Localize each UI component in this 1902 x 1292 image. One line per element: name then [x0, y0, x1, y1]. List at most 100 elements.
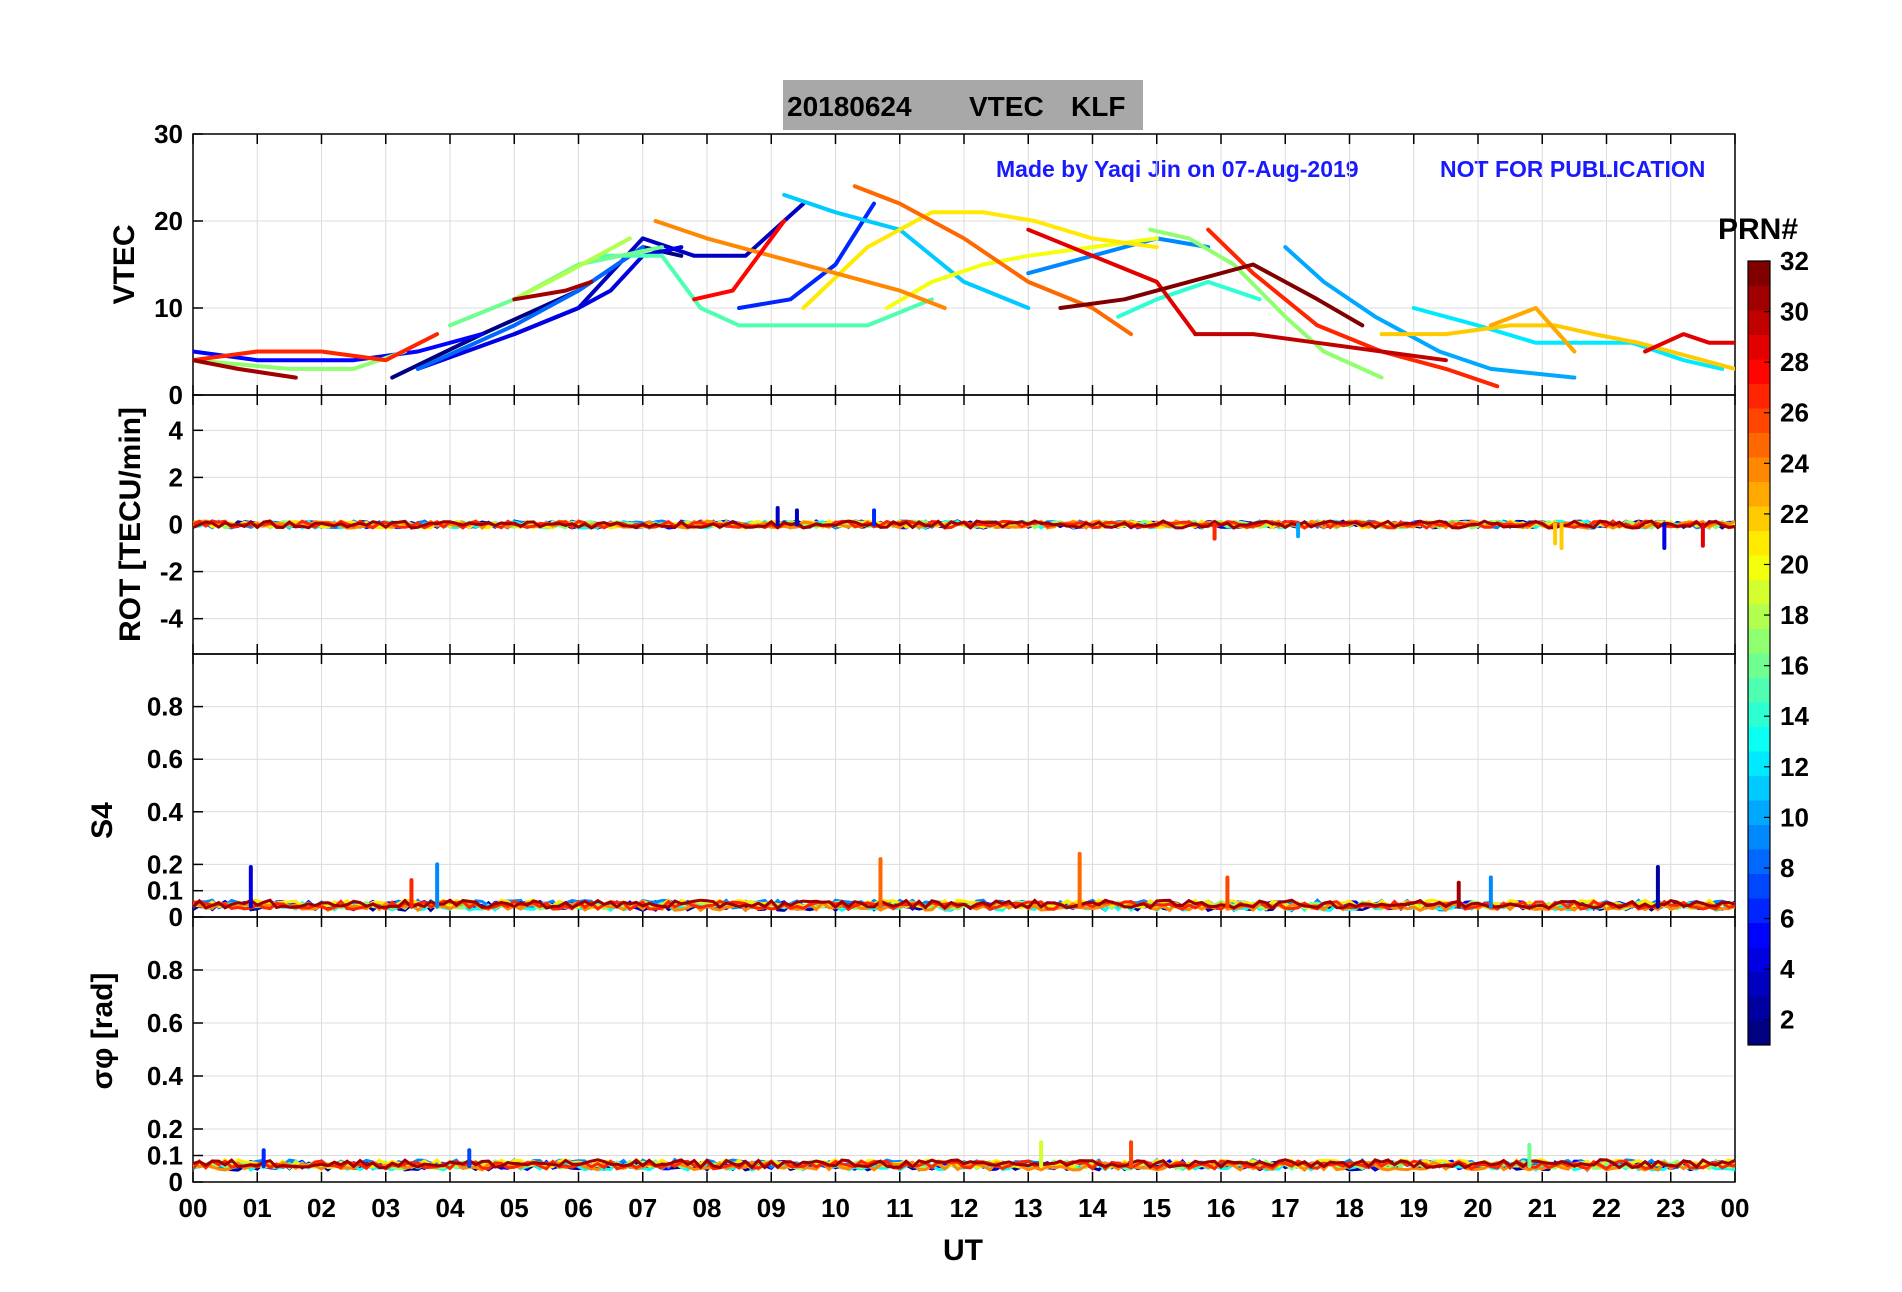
xtick-label: 21	[1528, 1193, 1557, 1223]
vtec-series-prn-12	[1411, 306, 1725, 371]
ytick-label: 0.2	[147, 849, 183, 879]
colorbar-segment	[1748, 922, 1770, 948]
colorbar-segment	[1748, 726, 1770, 752]
colorbar-segment	[1748, 383, 1770, 409]
colorbar-segment	[1748, 359, 1770, 384]
colorbar-segment	[1748, 800, 1770, 825]
xtick-label: 17	[1271, 1193, 1300, 1223]
xtick-label: 09	[757, 1193, 786, 1223]
ytick-label: 0	[169, 380, 183, 410]
colorbar-segment	[1748, 775, 1770, 801]
colorbar-tick-label: 14	[1780, 701, 1809, 731]
vtec-series-prn-8	[415, 245, 645, 371]
xtick-label: 06	[564, 1193, 593, 1223]
title-station: KLF	[1071, 91, 1125, 122]
vtec-series-prn-28	[692, 219, 787, 302]
plot-area-s4	[193, 851, 1735, 913]
ytick-label: 0.6	[147, 1008, 183, 1038]
ytick-label: 0	[169, 1167, 183, 1197]
ytick-label: 0.8	[147, 692, 183, 722]
vtec-series-prn-15	[595, 253, 934, 328]
trace-prn-31	[193, 1158, 1735, 1170]
ytick-label: 0.4	[147, 797, 184, 827]
colorbar-segment	[1748, 432, 1770, 458]
xtick-label: 23	[1656, 1193, 1685, 1223]
plot-area-sigma_phi	[193, 1140, 1735, 1173]
colorbar-tick-label: 32	[1780, 246, 1809, 276]
colorbar-segment	[1748, 751, 1770, 776]
colorbar-tick-label: 26	[1780, 398, 1809, 428]
ytick-label: -2	[160, 557, 183, 587]
ytick-label: 4	[169, 415, 184, 445]
vtec-series-prn-31	[193, 358, 298, 380]
colorbar-segment	[1748, 310, 1770, 335]
ytick-label: 10	[154, 293, 183, 323]
xtick-label: 11	[886, 1193, 914, 1223]
yaxis-label-vtec: VTEC	[108, 224, 141, 304]
colorbar-segment	[1748, 653, 1770, 678]
colorbar-segment	[1748, 506, 1770, 531]
colorbar-tick-label: 16	[1780, 651, 1809, 681]
panel-sigma_phi: 00.10.2 0.4 0.6 0.8 σφ [rad]	[86, 916, 1736, 1197]
ytick-label: 0.2	[147, 1114, 183, 1144]
vtec-series-prn-22	[1379, 323, 1735, 371]
credit-annotation: Made by Yaqi Jin on 07-Aug-2019	[996, 156, 1359, 182]
colorbar-segment	[1748, 1020, 1770, 1046]
xtick-label: 04	[436, 1193, 465, 1223]
vtec-series-prn-29	[1643, 332, 1735, 354]
xtick-label: 18	[1335, 1193, 1364, 1223]
vtec-series-prn-25	[852, 184, 1133, 337]
colorbar-segment	[1748, 996, 1770, 1021]
xtick-label: 05	[500, 1193, 529, 1223]
xtick-label: 10	[821, 1193, 850, 1223]
colorbar-segment	[1748, 481, 1770, 507]
colorbar-segment	[1748, 971, 1770, 997]
trace-prn-27	[193, 1158, 1735, 1171]
colorbar-segment	[1748, 873, 1770, 899]
xtick-label: 19	[1399, 1193, 1428, 1223]
vtec-series-prn-32	[1058, 262, 1365, 328]
colorbar-segment	[1748, 285, 1770, 311]
vtec-series-prn-27	[193, 332, 440, 363]
vtec-series-prn-23	[1488, 306, 1577, 354]
ytick-label: 0.1	[147, 876, 183, 906]
colorbar-segment	[1748, 408, 1770, 433]
ytick-label: 2	[169, 462, 183, 492]
ytick-label: 0.8	[147, 955, 183, 985]
xtick-label: 08	[693, 1193, 722, 1223]
colorbar-tick-label: 8	[1780, 853, 1794, 883]
vtec-series-prn-14	[1116, 279, 1262, 319]
vtec-series-prn-30	[1193, 332, 1448, 363]
yaxis-label-sigma_phi: σφ [rad]	[86, 973, 119, 1090]
vtec-series-prn-6	[737, 201, 876, 310]
ytick-label: 0.1	[147, 1141, 183, 1171]
yaxis-label-s4: S4	[86, 802, 119, 839]
vtec-series-prn-9	[1026, 236, 1211, 276]
colorbar-tick-label: 20	[1780, 549, 1809, 579]
vtec-series-prn-16	[448, 245, 664, 328]
vtec-series-prn-31	[512, 279, 594, 302]
vtec-series-prn-24	[653, 219, 947, 310]
xtick-label: 01	[243, 1193, 272, 1223]
colorbar-tick-label: 12	[1780, 752, 1809, 782]
xtick-label: 00	[179, 1193, 208, 1223]
colorbar-segment	[1748, 261, 1770, 286]
colorbar-segment	[1748, 898, 1770, 923]
colorbar-segment	[1748, 530, 1770, 556]
colorbar-tick-label: 6	[1780, 904, 1794, 934]
colorbar-tick-label: 28	[1780, 347, 1809, 377]
xtick-label: 07	[628, 1193, 657, 1223]
colorbar-segment	[1748, 604, 1770, 629]
ytick-label: 0.4	[147, 1061, 184, 1091]
xtick-label: 03	[371, 1193, 400, 1223]
plot-area-vtec	[193, 184, 1735, 389]
colorbar-segment	[1748, 555, 1770, 580]
ytick-label: 30	[154, 119, 183, 149]
colorbar-tick-label: 22	[1780, 499, 1809, 529]
xtick-label: 00	[1721, 1193, 1750, 1223]
colorbar-segment	[1748, 824, 1770, 850]
colorbar-frame	[1747, 260, 1771, 1046]
trace-prn-31	[193, 519, 1735, 530]
